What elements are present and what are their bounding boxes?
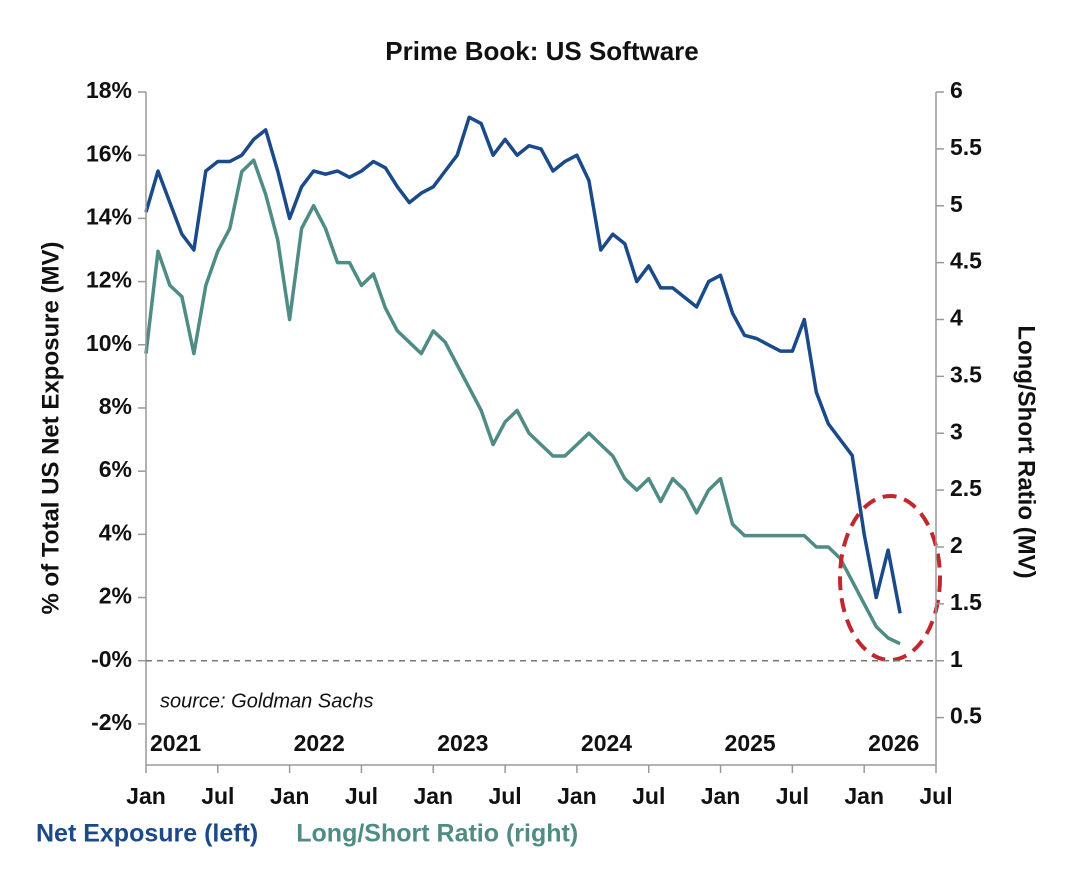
- x-tick-label: Jan: [270, 783, 310, 809]
- y-tick-label: 14%: [86, 203, 132, 229]
- y-tick-label: 8%: [99, 393, 132, 419]
- x-tick-label: Jul: [919, 783, 952, 809]
- y2-tick-label: 5.5: [950, 134, 982, 160]
- y2-axis-label: Long/Short Ratio (MV): [1013, 325, 1040, 578]
- year-label: 2022: [294, 730, 345, 756]
- y-tick-label: 12%: [86, 267, 132, 293]
- x-tick-label: Jul: [345, 783, 378, 809]
- y2-tick-label: 4.5: [950, 248, 982, 274]
- y-tick-label: 2%: [99, 583, 132, 609]
- year-label: 2026: [868, 730, 919, 756]
- legend-label: Net Exposure (left): [36, 820, 258, 848]
- year-label: 2023: [437, 730, 488, 756]
- y-tick-label: 16%: [86, 140, 132, 166]
- y2-tick-label: 0.5: [950, 703, 982, 729]
- y2-tick-label: 2: [950, 532, 963, 558]
- x-tick-label: Jul: [632, 783, 665, 809]
- source-note: source: Goldman Sachs: [160, 690, 373, 712]
- year-label: 2024: [581, 730, 632, 756]
- x-tick-label: Jan: [844, 783, 884, 809]
- series-line: [144, 115, 902, 614]
- x-tick-label: Jan: [557, 783, 597, 809]
- y2-tick-label: 1: [950, 646, 963, 672]
- series-line: [144, 158, 901, 646]
- y2-tick-label: 3: [950, 418, 963, 444]
- highlight-ellipse: [838, 494, 942, 662]
- y-tick-label: -2%: [91, 709, 132, 735]
- y2-tick-label: 2.5: [950, 475, 982, 501]
- year-label: 2025: [725, 730, 776, 756]
- x-tick-label: Jul: [488, 783, 521, 809]
- y2-tick-label: 3.5: [950, 361, 982, 387]
- y-tick-label: -0%: [91, 646, 132, 672]
- y-tick-label: 6%: [99, 456, 132, 482]
- x-tick-label: Jan: [413, 783, 453, 809]
- legend-label: Long/Short Ratio (right): [296, 820, 578, 848]
- x-tick-label: Jan: [126, 783, 166, 809]
- y-tick-label: 4%: [99, 519, 132, 545]
- y-tick-label: 10%: [86, 330, 132, 356]
- y2-tick-label: 5: [950, 191, 963, 217]
- year-label: 2021: [150, 730, 201, 756]
- x-tick-label: Jan: [701, 783, 741, 809]
- x-tick-label: Jul: [776, 783, 809, 809]
- chart-title: Prime Book: US Software: [385, 36, 699, 66]
- y2-tick-label: 4: [950, 305, 963, 331]
- y-tick-label: 18%: [86, 77, 132, 103]
- x-tick-label: Jul: [201, 783, 234, 809]
- y2-tick-label: 6: [950, 77, 963, 103]
- y-axis-label: % of Total US Net Exposure (MV): [37, 242, 64, 615]
- y2-tick-label: 1.5: [950, 589, 982, 615]
